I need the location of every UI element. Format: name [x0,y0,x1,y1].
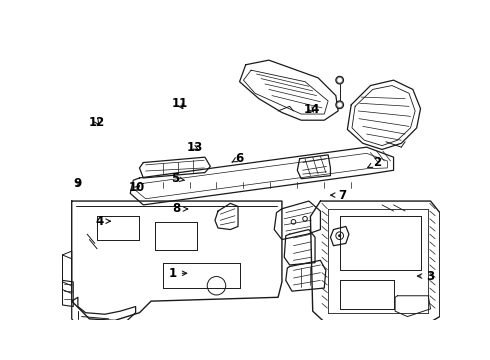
Text: 12: 12 [89,116,105,129]
Circle shape [336,101,343,109]
Circle shape [338,234,341,237]
Text: 1: 1 [169,267,187,280]
Text: 8: 8 [172,202,188,216]
Text: 14: 14 [303,103,319,116]
Text: 3: 3 [417,270,435,283]
Text: 11: 11 [172,97,188,110]
Text: 13: 13 [187,141,203,154]
Text: 5: 5 [171,172,185,185]
Circle shape [337,103,342,107]
Text: 4: 4 [96,215,110,228]
Text: 9: 9 [74,177,82,190]
Text: 6: 6 [232,152,243,165]
Circle shape [337,78,342,82]
Circle shape [336,76,343,84]
Text: 7: 7 [331,189,346,202]
Text: 10: 10 [129,181,146,194]
Text: 2: 2 [368,156,382,169]
